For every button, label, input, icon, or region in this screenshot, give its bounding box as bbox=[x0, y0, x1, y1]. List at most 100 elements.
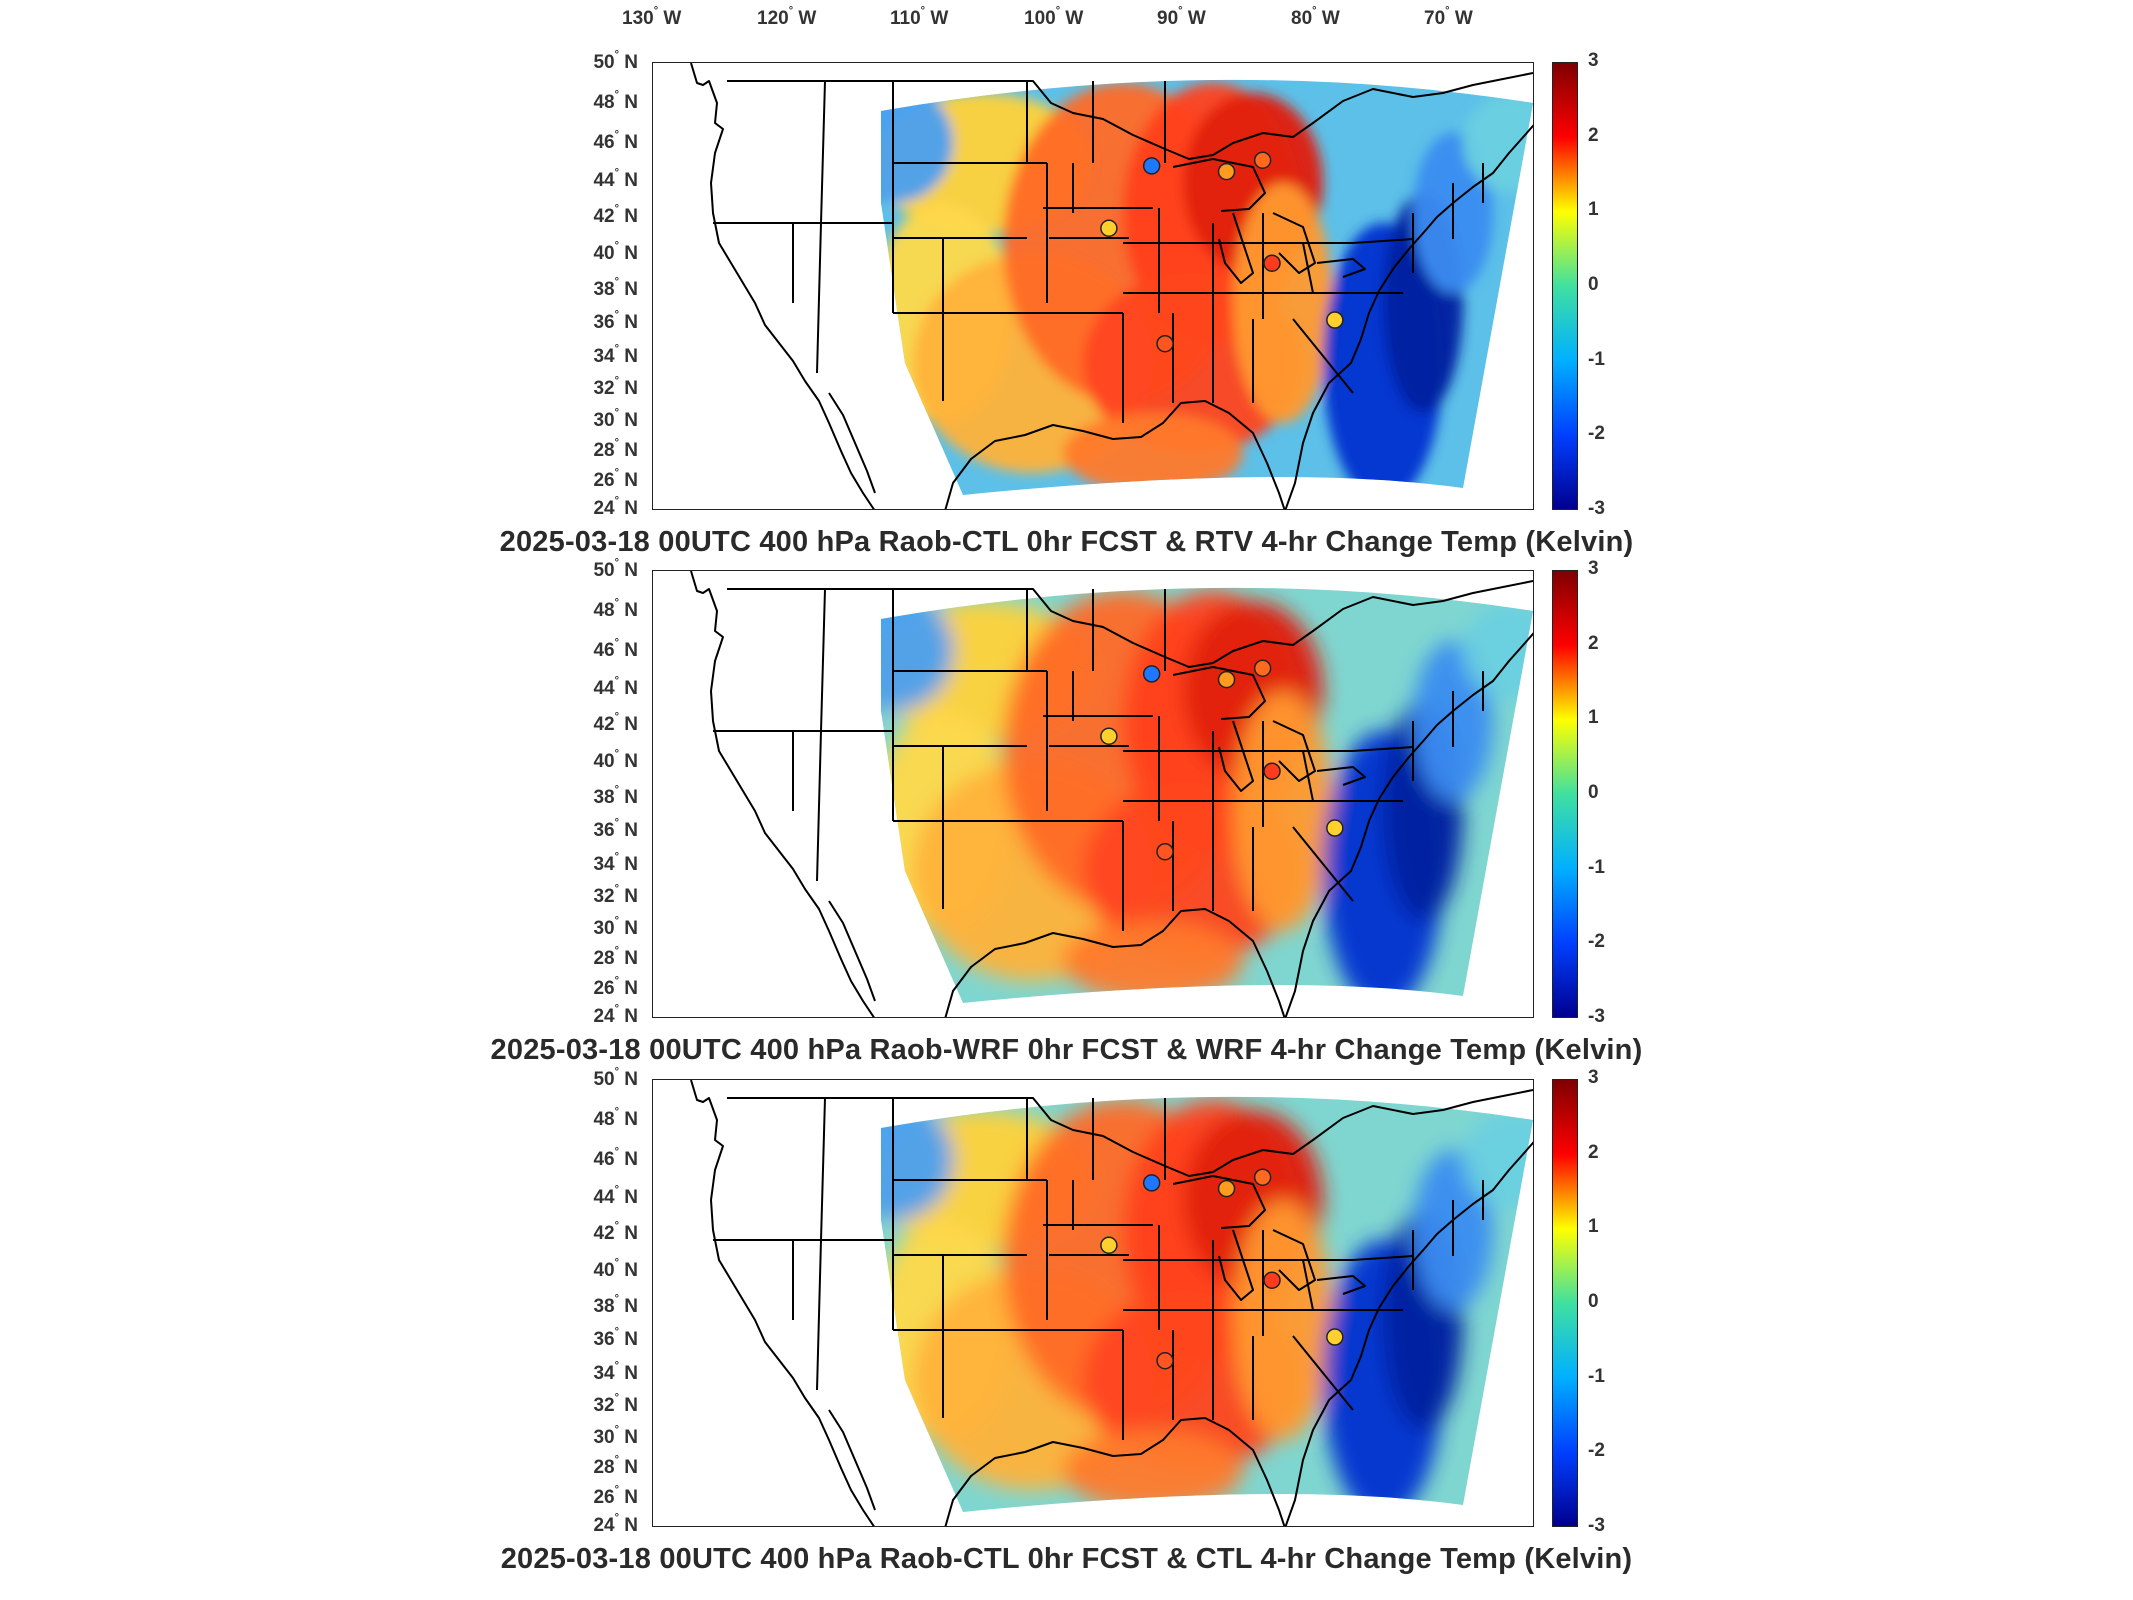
raob-station-marker bbox=[1263, 1271, 1281, 1289]
longitude-label: 70° W bbox=[1424, 5, 1473, 29]
colorbar-tick-label: 2 bbox=[1588, 632, 1599, 654]
latitude-label: 24° N bbox=[593, 1003, 638, 1027]
longitude-label: 110° W bbox=[890, 5, 949, 29]
raob-station-marker bbox=[1156, 334, 1174, 353]
raob-station-marker bbox=[1326, 311, 1344, 329]
latitude-label: 32° N bbox=[593, 883, 638, 907]
latitude-label: 34° N bbox=[593, 343, 638, 367]
latitude-label: 30° N bbox=[593, 1424, 638, 1448]
raob-station-marker bbox=[1142, 157, 1161, 175]
latitude-label: 24° N bbox=[593, 495, 638, 519]
latitude-label: 50° N bbox=[593, 1066, 638, 1090]
panel-title: 2025-03-18 00UTC 400 hPa Raob-CTL 0hr FC… bbox=[500, 1543, 1633, 1575]
latitude-label: 50° N bbox=[593, 557, 638, 581]
latitude-label: 38° N bbox=[593, 1293, 638, 1317]
latitude-label: 32° N bbox=[593, 1392, 638, 1416]
raob-station-marker bbox=[1156, 842, 1174, 861]
latitude-label: 28° N bbox=[593, 437, 638, 461]
colorbar-tick-label: 3 bbox=[1588, 1067, 1599, 1088]
raob-station-marker bbox=[1253, 1168, 1272, 1186]
latitude-label: 50° N bbox=[593, 49, 638, 73]
colorbar-tick-label: -3 bbox=[1588, 1515, 1605, 1536]
latitude-label: 44° N bbox=[593, 1184, 638, 1208]
longitude-axis: 130° W 120° W 110° W 100° W 90° W 80° W 70° W bbox=[0, 0, 2133, 40]
latitude-label: 46° N bbox=[593, 1146, 638, 1170]
colorbar-tick-label: 1 bbox=[1588, 707, 1599, 729]
latitude-label: 26° N bbox=[593, 1484, 638, 1508]
latitude-label: 36° N bbox=[593, 817, 638, 841]
latitude-label: 24° N bbox=[593, 1512, 638, 1536]
latitude-label: 28° N bbox=[593, 945, 638, 969]
raob-station-marker bbox=[1142, 1174, 1161, 1192]
colorbar-tick-label: 2 bbox=[1588, 1141, 1599, 1163]
latitude-label: 42° N bbox=[593, 711, 638, 735]
colorbar-tick-label: 0 bbox=[1588, 782, 1599, 803]
raob-station-marker bbox=[1100, 219, 1118, 237]
longitude-label: 120° W bbox=[757, 5, 817, 29]
colorbar bbox=[1552, 62, 1578, 510]
colorbar-tick-label: -2 bbox=[1588, 423, 1605, 445]
colorbar-tick-label: 3 bbox=[1588, 558, 1599, 579]
latitude-label: 42° N bbox=[593, 203, 638, 227]
latitude-label: 30° N bbox=[593, 407, 638, 431]
panel-title: 2025-03-18 00UTC 400 hPa Raob-CTL 0hr FC… bbox=[499, 526, 1634, 558]
colorbar-tick-label: 3 bbox=[1588, 50, 1599, 71]
raob-station-marker bbox=[1217, 1179, 1236, 1198]
raob-station-marker bbox=[1100, 727, 1118, 745]
colorbar-tick-label: 2 bbox=[1588, 124, 1599, 146]
latitude-label: 34° N bbox=[593, 1360, 638, 1384]
colorbar-tick-label: -2 bbox=[1588, 931, 1605, 953]
latitude-label: 42° N bbox=[593, 1220, 638, 1244]
state-boundaries bbox=[690, 1080, 1533, 1526]
latitude-label: 30° N bbox=[593, 915, 638, 939]
temperature-change-map bbox=[690, 1080, 1533, 1526]
raob-stations bbox=[1100, 151, 1344, 353]
colorbar-tick-label: -1 bbox=[1588, 1365, 1605, 1387]
colorbar-tick-label: 1 bbox=[1588, 199, 1599, 221]
state-boundaries bbox=[690, 63, 1533, 509]
colorbar bbox=[1552, 570, 1578, 1018]
latitude-label: 36° N bbox=[593, 1326, 638, 1350]
raob-station-marker bbox=[1263, 762, 1281, 780]
colorbar-tick-label: -3 bbox=[1588, 1006, 1605, 1027]
latitude-label: 26° N bbox=[593, 975, 638, 999]
temperature-field bbox=[881, 1096, 1533, 1513]
latitude-label: 38° N bbox=[593, 276, 638, 300]
raob-station-marker bbox=[1100, 1236, 1118, 1254]
colorbar-tick-label: -1 bbox=[1588, 856, 1605, 878]
colorbar-tick-label: -2 bbox=[1588, 1440, 1605, 1462]
raob-station-marker bbox=[1263, 254, 1281, 272]
raob-station-marker bbox=[1326, 819, 1344, 837]
state-boundaries bbox=[690, 571, 1533, 1017]
latitude-label: 26° N bbox=[593, 467, 638, 491]
colorbar bbox=[1552, 1079, 1578, 1527]
latitude-label: 38° N bbox=[593, 784, 638, 808]
temperature-field bbox=[881, 79, 1533, 496]
longitude-label: 90° W bbox=[1157, 5, 1206, 29]
map-plot-area bbox=[652, 62, 1534, 510]
latitude-label: 40° N bbox=[593, 748, 638, 772]
latitude-label: 46° N bbox=[593, 129, 638, 153]
map-plot-area bbox=[652, 1079, 1534, 1527]
raob-station-marker bbox=[1253, 659, 1272, 677]
longitude-label: 80° W bbox=[1291, 5, 1340, 29]
latitude-label: 36° N bbox=[593, 309, 638, 333]
raob-stations bbox=[1100, 659, 1344, 861]
latitude-label: 48° N bbox=[593, 89, 638, 113]
longitude-label: 100° W bbox=[1024, 5, 1084, 29]
latitude-label: 28° N bbox=[593, 1454, 638, 1478]
panel-title: 2025-03-18 00UTC 400 hPa Raob-WRF 0hr FC… bbox=[490, 1034, 1643, 1066]
latitude-label: 44° N bbox=[593, 167, 638, 191]
raob-station-marker bbox=[1156, 1351, 1174, 1370]
raob-station-marker bbox=[1217, 670, 1236, 689]
temperature-change-map bbox=[690, 571, 1533, 1017]
raob-station-marker bbox=[1253, 151, 1272, 169]
colorbar-tick-label: 0 bbox=[1588, 274, 1599, 295]
colorbar-tick-label: -1 bbox=[1588, 348, 1605, 370]
latitude-label: 44° N bbox=[593, 675, 638, 699]
raob-station-marker bbox=[1142, 665, 1161, 683]
raob-stations bbox=[1100, 1168, 1344, 1370]
map-plot-area bbox=[652, 570, 1534, 1018]
raob-station-marker bbox=[1326, 1328, 1344, 1346]
latitude-label: 32° N bbox=[593, 375, 638, 399]
